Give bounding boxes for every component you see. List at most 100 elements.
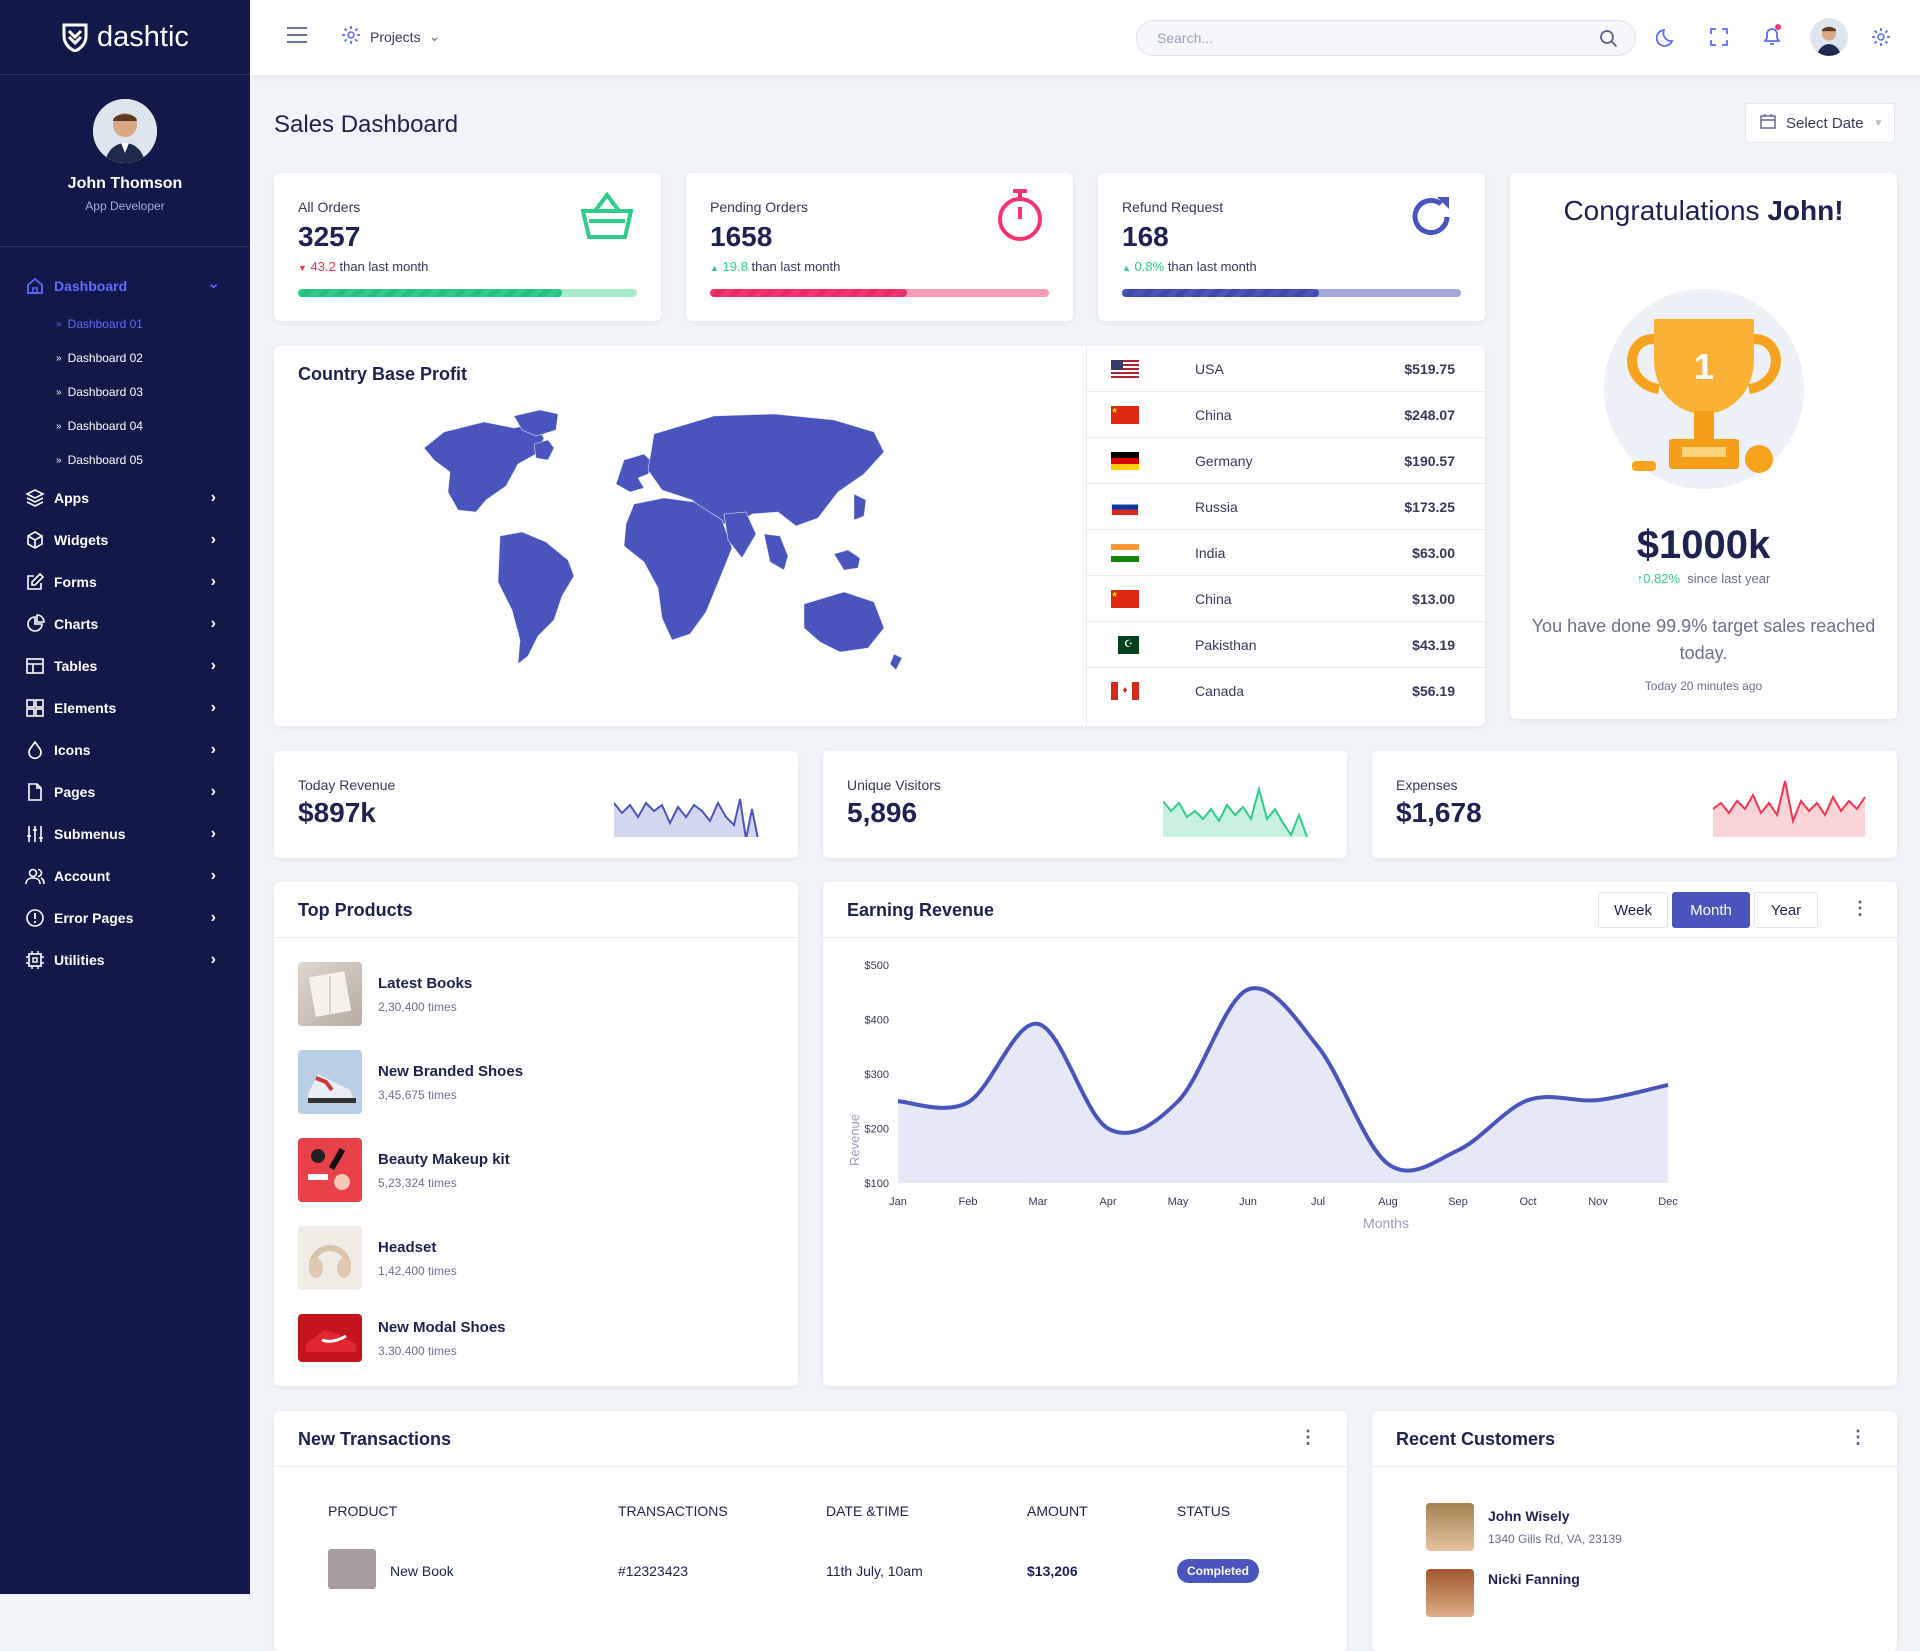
product-image [298, 1226, 362, 1290]
visitors-sparkline [1163, 785, 1308, 837]
home-icon [24, 275, 46, 297]
sidebar-item-forms[interactable]: Forms › [0, 561, 250, 603]
tab-month[interactable]: Month [1672, 892, 1750, 928]
sidebar-item-pages[interactable]: Pages › [0, 771, 250, 813]
chart-xtick-label: Aug [1378, 1196, 1398, 1208]
customer-item[interactable]: John Wisely 1340 Gills Rd, VA, 23139 [1426, 1503, 1622, 1551]
mini-card-expenses: Expenses $1,678 [1372, 751, 1897, 858]
congrats-since: since last year [1687, 571, 1771, 586]
search-input[interactable]: Search... [1136, 20, 1636, 56]
select-date-button[interactable]: Select Date ▼ [1745, 103, 1895, 143]
country-row[interactable]: ★ China $13.00 [1087, 576, 1485, 622]
sidebar-item-charts[interactable]: Charts › [0, 603, 250, 645]
product-name: New Branded Shoes [378, 1062, 524, 1080]
chart-xtick-label: Jan [889, 1196, 907, 1208]
country-list: USA $519.75 ★ China $248.07 Germany $190.57 … [1086, 346, 1485, 726]
sidebar-item-account[interactable]: Account › [0, 855, 250, 897]
sidebar-subitem-dashboard-02[interactable]: Dashboard 02 [0, 341, 250, 375]
country-amount: $43.19 [1412, 636, 1455, 653]
layers-icon [24, 487, 46, 509]
product-item[interactable]: Latest Books 2,30,400 times [298, 962, 472, 1026]
kpi-delta: 0.8% [1134, 259, 1165, 274]
sidebar-subitem-dashboard-01[interactable]: Dashboard 01 [0, 307, 250, 341]
russia-flag-icon [1111, 497, 1139, 516]
pakistan-flag-icon: ☪ [1111, 635, 1139, 654]
calendar-icon [1760, 113, 1776, 133]
revenue-sparkline [614, 798, 759, 837]
avatar[interactable] [93, 99, 157, 163]
select-date-label: Select Date [1786, 114, 1864, 132]
country-row[interactable]: ☪ Pakisthan $43.19 [1087, 622, 1485, 668]
country-row[interactable]: USA $519.75 [1087, 346, 1485, 392]
more-vertical-icon[interactable]: ⋮ [1851, 898, 1869, 918]
country-row[interactable]: ♦ Canada $56.19 [1087, 668, 1485, 714]
caret-down-icon: ▼ [1873, 117, 1884, 129]
congrats-change-value: 0.82% [1643, 571, 1681, 586]
refresh-icon [1409, 193, 1455, 244]
congrats-title: Congratulations John! [1510, 195, 1897, 227]
congrats-message: You have done 99.9% target sales reached… [1531, 616, 1876, 663]
chevron-right-icon: › [210, 615, 216, 632]
sidebar-item-widgets[interactable]: Widgets › [0, 519, 250, 561]
product-item[interactable]: Beauty Makeup kit 5,23,324 times [298, 1138, 510, 1202]
country-name: Germany [1195, 452, 1253, 469]
brand-logo[interactable]: dashtic [0, 0, 250, 75]
search-icon[interactable] [1599, 29, 1619, 52]
fullscreen-icon[interactable] [1710, 28, 1728, 51]
sidebar-subitem-dashboard-03[interactable]: Dashboard 03 [0, 375, 250, 409]
settings-icon[interactable] [1870, 26, 1892, 53]
country-amount: $63.00 [1412, 544, 1455, 561]
tab-year[interactable]: Year [1754, 892, 1818, 928]
sidebar-item-icons[interactable]: Icons › [0, 729, 250, 771]
moon-icon[interactable] [1655, 26, 1678, 53]
product-item[interactable]: New Modal Shoes 3.30.400 times [298, 1314, 506, 1362]
chart-xtick-label: Jul [1311, 1196, 1325, 1208]
customer-item[interactable]: Nicki Fanning [1426, 1569, 1580, 1617]
topbar: Projects ⌄ Search... [250, 0, 1920, 75]
page-title: Sales Dashboard [274, 111, 459, 138]
country-row[interactable]: Russia $173.25 [1087, 484, 1485, 530]
kpi-change: ▼ 43.2 than last month [298, 259, 428, 274]
cpu-icon [24, 949, 46, 971]
more-vertical-icon[interactable]: ⋮ [1299, 1427, 1317, 1447]
sidebar-item-label: Widgets [54, 532, 109, 548]
kpi-value: 1658 [710, 221, 773, 252]
projects-dropdown[interactable]: Projects ⌄ [340, 24, 440, 49]
mini-card-unique-visitors: Unique Visitors 5,896 [823, 751, 1347, 858]
tab-week[interactable]: Week [1598, 892, 1668, 928]
product-item[interactable]: Headset 1,42,400 times [298, 1226, 457, 1290]
sidebar-item-error-pages[interactable]: Error Pages › [0, 897, 250, 939]
kpi-card-refund-request: Refund Request 168 ▲ 0.8% than last mont… [1098, 173, 1485, 321]
chevron-right-icon: › [210, 573, 216, 590]
sidebar-item-label: Account [54, 868, 110, 884]
sidebar-item-utilities[interactable]: Utilities › [0, 939, 250, 981]
menu-toggle-icon[interactable] [286, 26, 308, 49]
search-placeholder: Search... [1157, 30, 1214, 46]
country-row[interactable]: Germany $190.57 [1087, 438, 1485, 484]
chart-xtick-label: Apr [1099, 1196, 1116, 1208]
card-title: Earning Revenue [847, 900, 995, 920]
sidebar-item-submenus[interactable]: Submenus › [0, 813, 250, 855]
sidebar-subitem-dashboard-04[interactable]: Dashboard 04 [0, 409, 250, 443]
country-amount: $13.00 [1412, 590, 1455, 607]
bell-icon[interactable] [1760, 24, 1784, 53]
sidebar-item-apps[interactable]: Apps › [0, 477, 250, 519]
world-map[interactable] [404, 404, 944, 709]
country-row[interactable]: India $63.00 [1087, 530, 1485, 576]
more-vertical-icon[interactable]: ⋮ [1849, 1427, 1867, 1447]
customer-name: Nicki Fanning [1488, 1571, 1580, 1587]
sidebar-item-dashboard[interactable]: Dashboard › [0, 265, 250, 307]
card-title: Top Products [298, 900, 413, 920]
country-row[interactable]: ★ China $248.07 [1087, 392, 1485, 438]
kpi-suffix: than last month [1167, 259, 1257, 274]
avatar[interactable] [1810, 18, 1848, 56]
chart-xtick-label: Mar [1029, 1196, 1048, 1208]
sidebar-item-tables[interactable]: Tables › [0, 645, 250, 687]
shield-logo-icon [62, 23, 88, 52]
kpi-progress-bar [298, 289, 563, 297]
mini-label: Unique Visitors [847, 777, 941, 793]
sidebar-subitem-dashboard-05[interactable]: Dashboard 05 [0, 443, 250, 477]
product-item[interactable]: New Branded Shoes 3,45,675 times [298, 1050, 523, 1114]
sidebar-item-elements[interactable]: Elements › [0, 687, 250, 729]
chart-ytick-label: $300 [865, 1069, 889, 1081]
